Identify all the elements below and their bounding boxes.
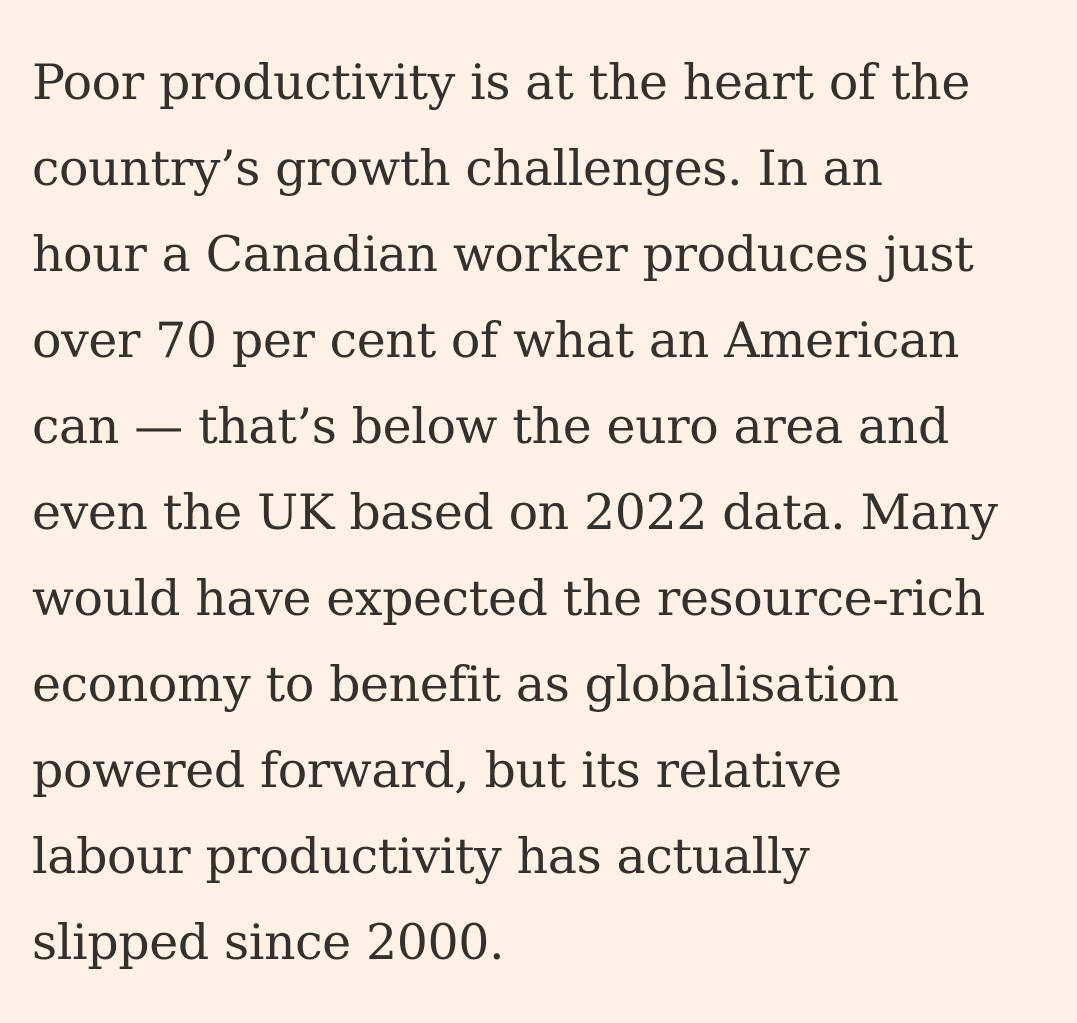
paragraph-line: slipped since 2000. [32, 914, 505, 971]
paragraph-line: can — that’s below the euro area and [32, 398, 949, 455]
paragraph-line: country’s growth challenges. In an [32, 140, 883, 197]
paragraph-line: even the UK based on 2022 data. Many [32, 484, 998, 541]
paragraph-line: would have expected the resource-rich [32, 570, 985, 627]
paragraph-line: economy to benefit as globalisation [32, 656, 899, 713]
paragraph-line: powered forward, but its relative [32, 742, 842, 799]
article-paragraph: Poor productivity is at the heart of the… [32, 40, 1062, 986]
paragraph-line: Poor productivity is at the heart of the [32, 54, 970, 111]
paragraph-line: hour a Canadian worker produces just [32, 226, 974, 283]
paragraph-line: labour productivity has actually [32, 828, 810, 885]
paragraph-line: over 70 per cent of what an American [32, 312, 960, 369]
